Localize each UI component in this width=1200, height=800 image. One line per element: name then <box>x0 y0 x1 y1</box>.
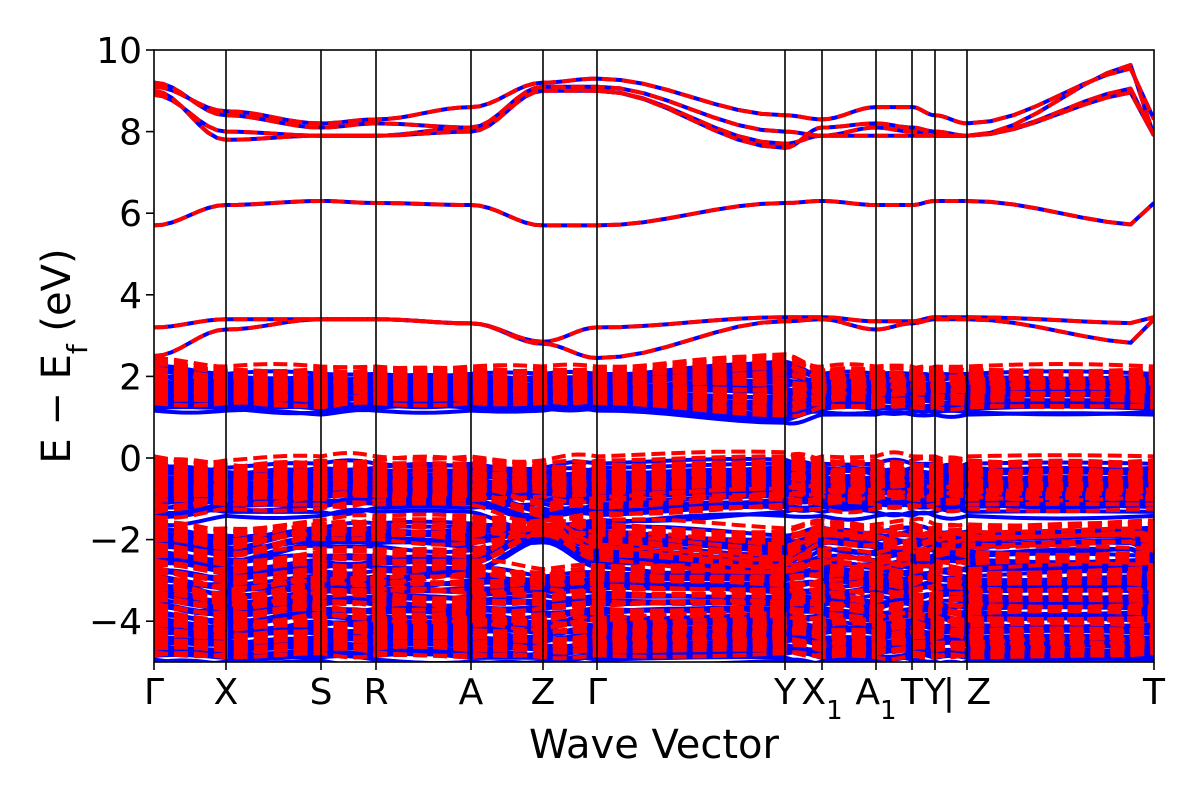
band-line-red-5-0 <box>154 315 1154 344</box>
x-tick-label-4: A <box>459 672 484 713</box>
band-line-red-26-0 <box>154 643 1154 655</box>
band-line-red-25-2 <box>154 634 1154 650</box>
x-tick-label-8: X1 <box>801 672 842 726</box>
band-line-red-3-0 <box>154 86 1154 146</box>
y-tick-label-5: 6 <box>119 194 142 235</box>
band-line-red-19-5 <box>154 523 1154 565</box>
y-tick-label-6: 8 <box>119 113 142 154</box>
band-line-red-17-3 <box>154 512 1154 531</box>
y-axis-title: E − Ef (eV) <box>34 248 94 463</box>
band-line-red-24-5 <box>154 617 1154 630</box>
band-line-red-22-4 <box>154 598 1154 615</box>
band-line-red-7-5 <box>154 356 1154 376</box>
x-tick-label-3: R <box>363 672 388 713</box>
band-line-red-23-3 <box>154 596 1154 617</box>
x-tick-label-0: Γ <box>144 672 164 713</box>
y-axis-title-unit: (eV) <box>34 248 80 344</box>
band-line-red-19-2 <box>154 529 1154 572</box>
series-red <box>154 63 1154 662</box>
band-line-red-16-4 <box>154 500 1154 524</box>
band-line-red-11-2 <box>154 396 1154 415</box>
x-tick-label-7: Y <box>773 672 797 713</box>
band-line-red-7-0 <box>154 358 1154 378</box>
x-tick-label-1: X <box>214 672 239 713</box>
band-line-red-4-0 <box>154 199 1154 228</box>
band-line-red-12-3 <box>154 449 1154 465</box>
band-line-blue-11-4 <box>154 406 1154 426</box>
band-line-red-20-5 <box>154 563 1154 582</box>
band-line-red-22-3 <box>154 582 1154 601</box>
band-line-red-0-0 <box>154 66 1154 126</box>
x-tick-label-5: Z <box>531 672 556 713</box>
y-tick-label-2: 0 <box>119 439 142 480</box>
y-axis-title-sub: f <box>61 343 94 354</box>
band-line-red-25-5 <box>154 628 1154 643</box>
band-line-red-6-0 <box>154 317 1154 360</box>
band-line-red-11-3 <box>154 387 1154 406</box>
band-line-red-16-5 <box>154 489 1154 511</box>
band-line-red-26-3 <box>154 635 1154 647</box>
x-tick-label-9: A1 <box>855 672 896 726</box>
band-line-red-15-3 <box>154 470 1154 485</box>
y-tick-label-0: −4 <box>89 602 142 643</box>
y-axis-ticks: −4 −2 0 2 4 6 8 10 <box>89 31 154 643</box>
band-line-red-25-3 <box>154 622 1154 637</box>
x-axis-title: Wave Vector <box>529 722 780 768</box>
band-line-red-24-3 <box>154 610 1154 626</box>
band-line-red-19-3 <box>154 518 1154 560</box>
x-tick-label-11: Y <box>923 672 947 713</box>
band-line-red-21-0 <box>154 577 1154 600</box>
band-line-red-24-1 <box>154 613 1154 628</box>
y-tick-label-7: 10 <box>96 31 142 72</box>
high-symmetry-lines <box>225 50 968 662</box>
band-line-red-13-5 <box>154 463 1154 480</box>
y-tick-label-1: −2 <box>89 521 142 562</box>
plot-frame <box>153 49 1155 663</box>
band-line-red-22-5 <box>154 589 1154 607</box>
band-line-red-10-0 <box>154 385 1154 401</box>
band-line-red-11-4 <box>154 398 1154 419</box>
x-tick-label-13: T <box>1142 672 1166 713</box>
band-line-red-26-4 <box>154 650 1154 662</box>
band-line-red-26-2 <box>154 646 1154 660</box>
band-line-red-18-1 <box>154 521 1154 550</box>
x-tick-label-10: T <box>900 672 924 713</box>
band-line-red-7-3 <box>154 352 1154 371</box>
band-line-red-13-3 <box>154 458 1154 474</box>
band-line-red-24-2 <box>154 622 1154 638</box>
band-line-red-15-5 <box>154 478 1154 494</box>
band-line-red-26-5 <box>154 640 1154 653</box>
x-tick-label-2: S <box>310 672 333 713</box>
band-line-red-25-0 <box>154 631 1154 646</box>
band-line-red-14-4 <box>154 483 1154 499</box>
x-tick-label-6: Γ <box>587 672 607 713</box>
x-tick-label-12: | Z <box>943 672 991 713</box>
band-line-red-10-3 <box>154 378 1154 393</box>
band-line-red-10-5 <box>154 383 1154 399</box>
y-tick-label-3: 2 <box>119 357 142 398</box>
band-line-red-8-3 <box>154 360 1154 379</box>
band-line-red-8-5 <box>154 364 1154 383</box>
band-line-red-14-3 <box>154 466 1154 479</box>
band-line-red-21-5 <box>154 575 1154 598</box>
band-line-red-22-0 <box>154 591 1154 609</box>
band-line-red-23-5 <box>154 604 1154 622</box>
band-line-red-17-1 <box>154 515 1154 535</box>
band-line-red-18-3 <box>154 517 1154 547</box>
band-line-red-16-3 <box>154 478 1154 506</box>
band-line-red-11-1 <box>154 389 1154 409</box>
bands-layer <box>154 63 1154 662</box>
band-line-red-18-4 <box>154 532 1154 562</box>
band-line-red-18-5 <box>154 522 1154 553</box>
band-line-red-12-1 <box>154 451 1154 469</box>
band-line-blue-16-4 <box>154 507 1154 532</box>
y-tick-label-4: 4 <box>119 276 142 317</box>
band-line-red-11-5 <box>154 391 1154 411</box>
y-axis-title-main: E − E <box>34 354 80 464</box>
band-line-red-20-0 <box>154 565 1154 585</box>
